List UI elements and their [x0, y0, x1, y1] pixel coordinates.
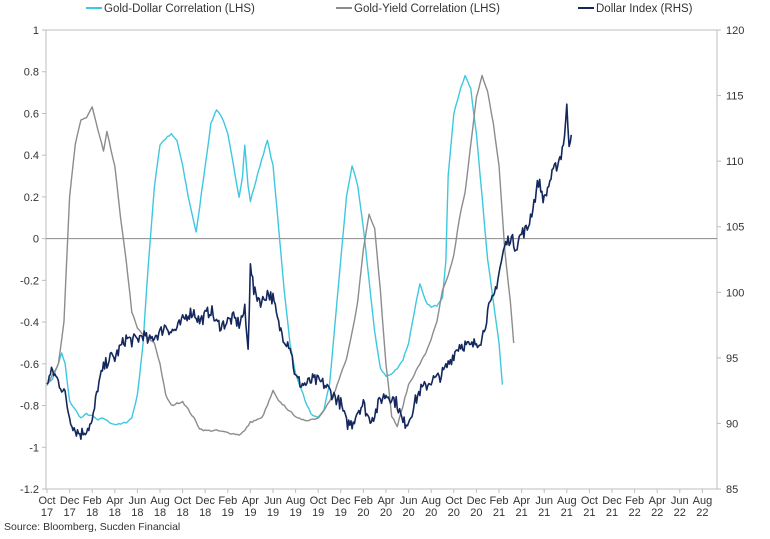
x-tick-month: Oct	[174, 495, 191, 507]
x-tick-year: 21	[583, 507, 595, 519]
series-lines	[46, 74, 573, 440]
x-tick-month: Apr	[242, 495, 259, 507]
x-tick-year: 17	[63, 507, 75, 519]
x-tick-year: 18	[154, 507, 166, 519]
x-tick-year: 22	[674, 507, 686, 519]
x-tick-year: 20	[402, 507, 414, 519]
x-tick-month: Oct	[445, 495, 462, 507]
x-tick-year: 19	[335, 507, 347, 519]
x-tick-year: 19	[222, 507, 234, 519]
x-tick-year: 18	[199, 507, 211, 519]
series-line-1	[46, 74, 515, 436]
right-tick-label: 85	[726, 484, 738, 496]
x-tick-month: Feb	[625, 495, 644, 507]
x-tick-month: Dec	[60, 495, 80, 507]
left-tick-label: 0.4	[24, 150, 39, 162]
x-tick-year: 17	[41, 507, 53, 519]
x-tick-month: Oct	[581, 495, 598, 507]
left-tick-label: 0.6	[24, 108, 39, 120]
x-tick-year: 21	[493, 507, 505, 519]
x-tick-year: 19	[289, 507, 301, 519]
x-tick-year: 19	[267, 507, 279, 519]
x-tick-month: Aug	[286, 495, 306, 507]
x-tick-year: 20	[380, 507, 392, 519]
left-tick-label: 0	[33, 234, 39, 246]
right-tick-label: 115	[726, 91, 744, 103]
left-tick-label: -0.6	[20, 359, 39, 371]
x-tick-year: 21	[515, 507, 527, 519]
series-line-0	[46, 74, 504, 426]
x-tick-year: 20	[357, 507, 369, 519]
x-tick-month: Feb	[490, 495, 509, 507]
x-tick-month: Apr	[377, 495, 394, 507]
x-tick-year: 20	[470, 507, 482, 519]
right-tick-label: 90	[726, 418, 738, 430]
x-tick-year: 20	[425, 507, 437, 519]
x-tick-year: 18	[86, 507, 98, 519]
x-tick-month: Dec	[467, 495, 487, 507]
x-tick-month: Aug	[421, 495, 441, 507]
x-tick-month: Jun	[264, 495, 282, 507]
legend-label-2: Dollar Index (RHS)	[596, 3, 693, 15]
right-tick-label: 105	[726, 222, 744, 234]
x-tick-year: 22	[628, 507, 640, 519]
x-tick-month: Apr	[106, 495, 123, 507]
right-axis-ticks: 85 90 95 100 105 110 115 120	[717, 25, 744, 496]
right-tick-label: 95	[726, 353, 738, 365]
x-tick-year: 18	[109, 507, 121, 519]
x-tick-month: Apr	[513, 495, 530, 507]
x-tick-month: Aug	[557, 495, 577, 507]
plot-frame	[45, 29, 718, 490]
left-tick-label: 1	[33, 25, 39, 37]
legend-label-0: Gold-Dollar Correlation (LHS)	[104, 3, 255, 15]
x-tick-year: 22	[651, 507, 663, 519]
x-tick-month: Feb	[83, 495, 102, 507]
x-tick-month: Feb	[218, 495, 237, 507]
x-tick-month: Apr	[649, 495, 666, 507]
x-tick-month: Jun	[400, 495, 418, 507]
series-line-2	[46, 103, 573, 440]
left-tick-label: -0.4	[20, 317, 39, 329]
x-tick-month: Jun	[535, 495, 553, 507]
x-tick-year: 18	[131, 507, 143, 519]
x-tick-month: Dec	[195, 495, 215, 507]
x-tick-year: 21	[538, 507, 550, 519]
left-tick-label: -0.2	[20, 275, 39, 287]
x-tick-month: Jun	[129, 495, 147, 507]
x-tick-year: 21	[561, 507, 573, 519]
left-tick-label: -1	[29, 442, 39, 454]
x-axis-ticks: Oct17Dec17Feb18Apr18Jun18Aug18Oct18Dec18…	[38, 489, 712, 519]
x-tick-year: 18	[176, 507, 188, 519]
right-tick-label: 120	[726, 25, 744, 37]
x-tick-month: Aug	[693, 495, 713, 507]
right-tick-label: 100	[726, 287, 744, 299]
left-tick-label: -1.2	[20, 484, 39, 496]
left-tick-label: 0.2	[24, 192, 39, 204]
x-tick-year: 21	[606, 507, 618, 519]
source-note: Source: Bloomberg, Sucden Financial	[4, 521, 181, 533]
right-tick-label: 110	[726, 156, 744, 168]
left-tick-label: 0.8	[24, 67, 39, 79]
legend-label-1: Gold-Yield Correlation (LHS)	[354, 3, 500, 15]
x-tick-year: 19	[244, 507, 256, 519]
chart-legend: Gold-Dollar Correlation (LHS) Gold-Yield …	[86, 3, 693, 15]
left-axis-ticks: -1.2 -1 -0.8 -0.6 -0.4 -0.2 0 0.2 0.4 0.6 0.8 1	[20, 25, 46, 496]
x-tick-month: Aug	[150, 495, 170, 507]
x-tick-month: Dec	[331, 495, 351, 507]
x-tick-year: 19	[312, 507, 324, 519]
x-tick-month: Feb	[354, 495, 373, 507]
x-tick-month: Jun	[671, 495, 689, 507]
x-tick-month: Oct	[38, 495, 55, 507]
x-tick-year: 22	[696, 507, 708, 519]
x-tick-year: 20	[448, 507, 460, 519]
x-tick-month: Dec	[602, 495, 622, 507]
x-tick-month: Oct	[310, 495, 327, 507]
left-tick-label: -0.8	[20, 401, 39, 413]
